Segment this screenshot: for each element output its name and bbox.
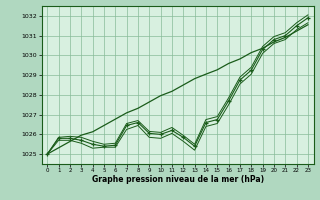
X-axis label: Graphe pression niveau de la mer (hPa): Graphe pression niveau de la mer (hPa) (92, 175, 264, 184)
